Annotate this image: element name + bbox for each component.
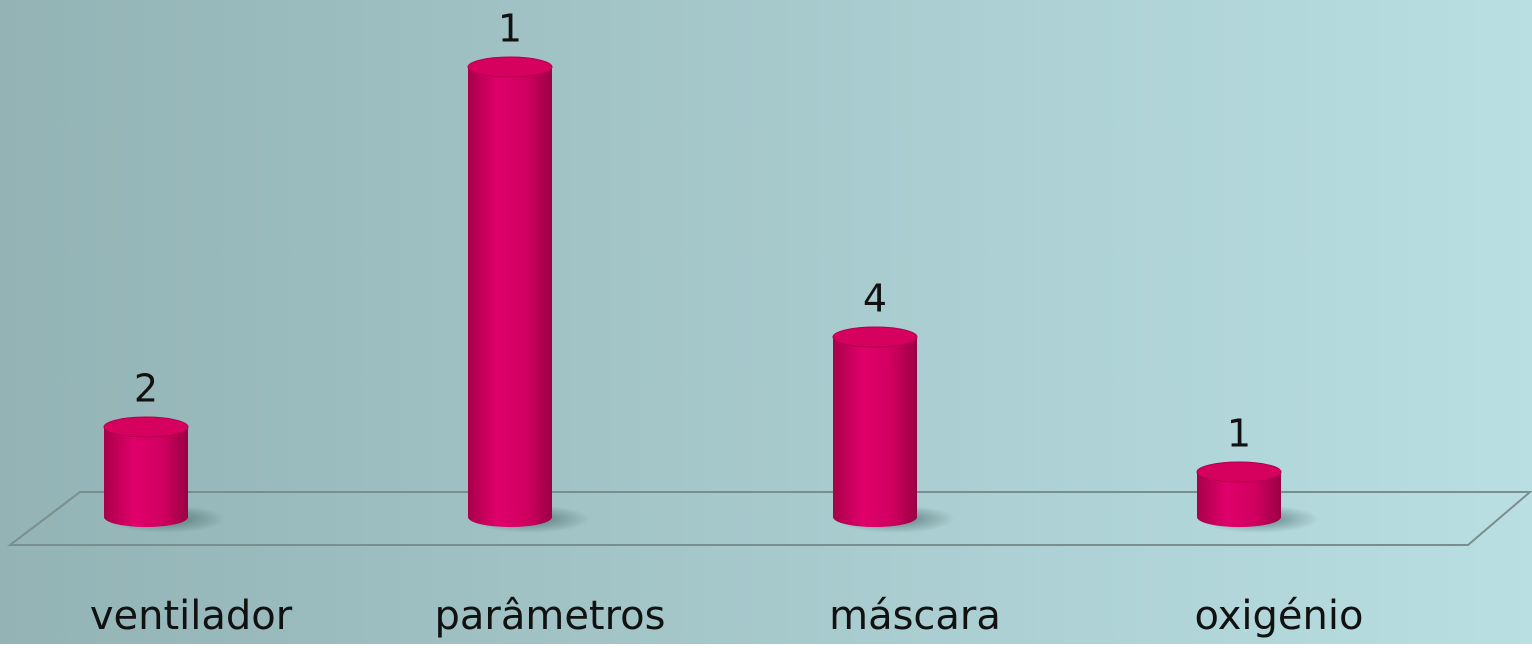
- bar: [1196, 461, 1282, 527]
- x-tick-label: ventilador: [90, 593, 293, 639]
- bar: [832, 326, 918, 527]
- value-label: 2: [134, 367, 158, 411]
- floor: [7, 491, 1532, 546]
- bar-top: [832, 326, 918, 348]
- x-tick-label: máscara: [829, 593, 1001, 639]
- bar-bottom: [468, 507, 552, 527]
- bar-body: [468, 67, 552, 517]
- bar-top: [1196, 461, 1282, 483]
- bar: [103, 416, 189, 527]
- bar-bottom: [833, 507, 917, 527]
- x-tick-label: oxigénio: [1195, 593, 1364, 639]
- value-label: 4: [863, 277, 887, 321]
- bar: [467, 56, 553, 527]
- bar-bottom: [104, 507, 188, 527]
- value-label: 1: [498, 7, 522, 51]
- bar-top: [467, 56, 553, 78]
- value-label: 1: [1227, 412, 1251, 456]
- bar-body: [833, 337, 917, 517]
- bar-top: [103, 416, 189, 438]
- bar-body: [104, 427, 188, 517]
- bar-bottom: [1197, 507, 1281, 527]
- x-tick-label: parâmetros: [435, 593, 666, 639]
